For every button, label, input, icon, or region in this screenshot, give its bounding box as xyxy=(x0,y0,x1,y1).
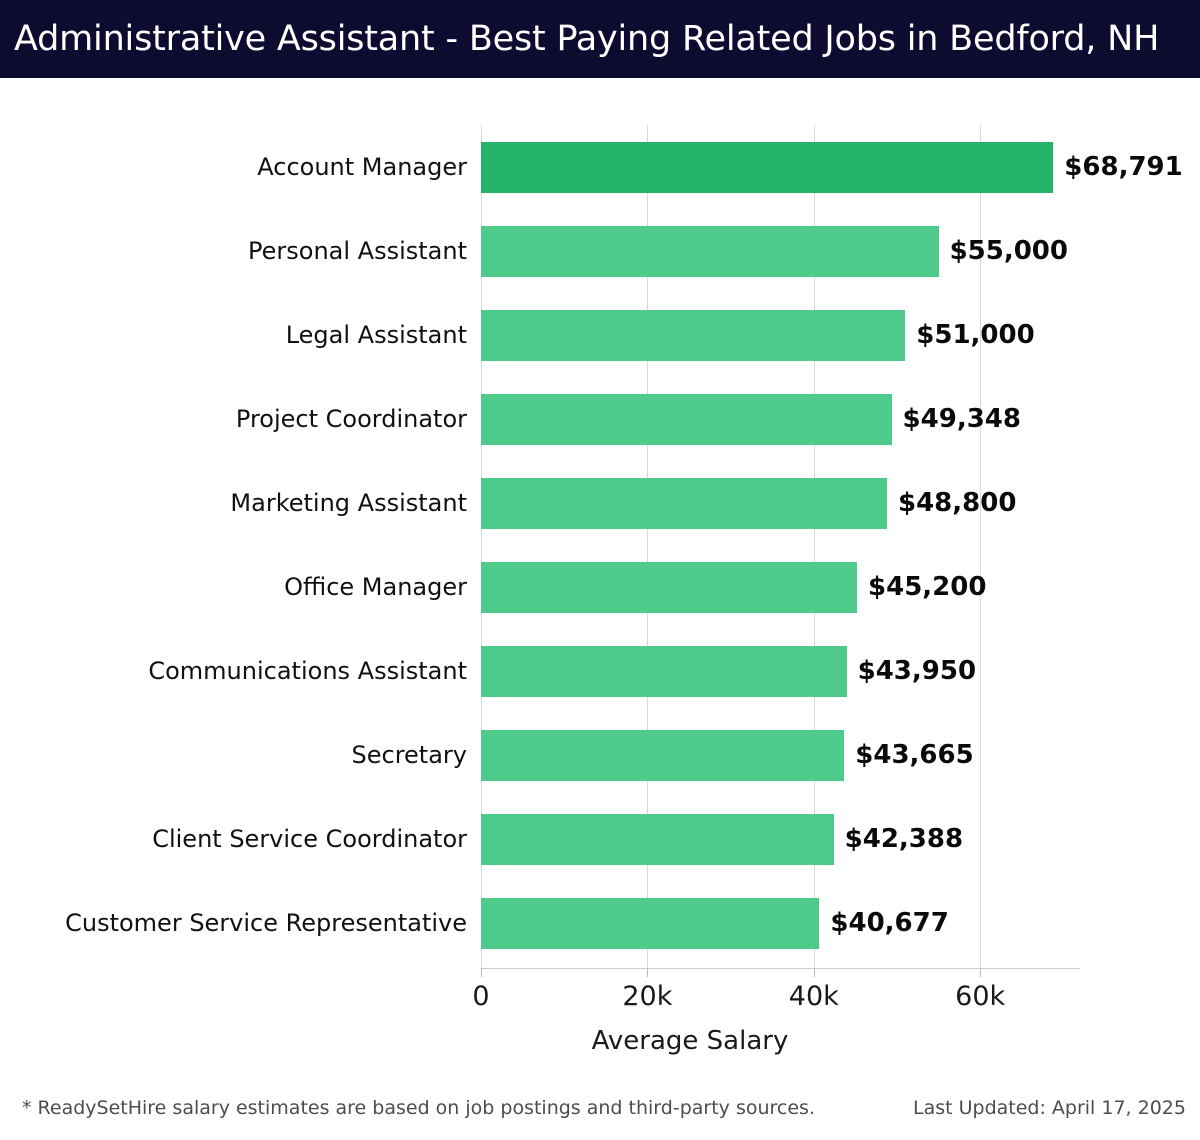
chart-title-bar: Administrative Assistant - Best Paying R… xyxy=(0,0,1200,78)
category-label: Account Manager xyxy=(257,153,467,181)
category-label: Project Coordinator xyxy=(235,405,467,433)
bar-value-label: $40,677 xyxy=(830,908,949,938)
bar-row[interactable]: Marketing Assistant $48,800 xyxy=(0,461,1200,545)
bar-value-label: $42,388 xyxy=(844,824,964,854)
x-tick-label-40k: 40k xyxy=(788,981,839,1012)
page-title: Administrative Assistant - Best Paying R… xyxy=(14,19,1160,59)
bar[interactable] xyxy=(481,142,1054,193)
bar-row[interactable]: Personal Assistant $55,000 xyxy=(0,209,1200,293)
category-label: Personal Assistant xyxy=(248,237,467,265)
bar[interactable] xyxy=(481,226,939,277)
bar[interactable] xyxy=(481,730,845,781)
category-label: Customer Service Representative xyxy=(65,909,467,937)
bar-value-label: $48,800 xyxy=(897,488,1017,518)
x-tick-mark-60k xyxy=(980,968,982,977)
category-label: Office Manager xyxy=(284,573,467,601)
bar[interactable] xyxy=(481,898,820,949)
x-tick-label-60k: 60k xyxy=(955,981,1006,1012)
bar-value-label: $51,000 xyxy=(916,320,1035,350)
footer-last-updated: Last Updated: April 17, 2025 xyxy=(912,1097,1186,1119)
bar[interactable] xyxy=(481,646,847,697)
bar-row[interactable]: Client Service Coordinator $42,388 xyxy=(0,797,1200,881)
bar-row[interactable]: Communications Assistant $43,950 xyxy=(0,629,1200,713)
category-label: Client Service Coordinator xyxy=(152,825,467,853)
x-tick-mark-0 xyxy=(481,968,482,977)
category-label: Secretary xyxy=(351,741,468,769)
gridline-40k xyxy=(813,125,815,968)
x-axis-label: Average Salary xyxy=(0,1026,1200,1056)
x-tick-label-20k: 20k xyxy=(622,981,673,1012)
chart-footer: * ReadySetHire salary estimates are base… xyxy=(0,1080,1200,1140)
x-axis-label-text: Average Salary xyxy=(591,1026,789,1056)
bar-value-label: $68,791 xyxy=(1064,152,1183,182)
chart-figure: 0 20k 40k 60k Account Manager $68,791 Persona… xyxy=(0,78,1200,1080)
bar[interactable] xyxy=(481,562,858,613)
bar-row[interactable]: Project Coordinator $49,348 xyxy=(0,377,1200,461)
category-label: Legal Assistant xyxy=(285,321,467,349)
bar-row[interactable]: Office Manager $45,200 xyxy=(0,545,1200,629)
bar[interactable] xyxy=(481,478,887,529)
x-tick-mark-20k xyxy=(647,968,649,977)
category-label: Marketing Assistant xyxy=(230,489,467,517)
bar-row[interactable]: Legal Assistant $51,000 xyxy=(0,293,1200,377)
bar[interactable] xyxy=(481,394,892,445)
x-tick-mark-40k xyxy=(813,968,815,977)
category-label: Communications Assistant xyxy=(148,657,467,685)
x-tick-label-0: 0 xyxy=(472,981,490,1012)
bar[interactable] xyxy=(481,310,906,361)
x-axis-line xyxy=(481,968,1080,969)
footer-disclaimer: * ReadySetHire salary estimates are base… xyxy=(22,1097,815,1119)
gridline-20k xyxy=(647,125,649,968)
bar-value-label: $55,000 xyxy=(949,236,1068,266)
bar-value-label: $49,348 xyxy=(902,404,1021,434)
gridline-0 xyxy=(481,125,482,968)
bar-row[interactable]: Customer Service Representative $40,677 xyxy=(0,881,1200,965)
bar-value-label: $43,665 xyxy=(855,740,974,770)
gridline-60k xyxy=(980,125,982,968)
bar[interactable] xyxy=(481,814,834,865)
bar-row[interactable]: Secretary $43,665 xyxy=(0,713,1200,797)
bar-value-label: $45,200 xyxy=(868,572,987,602)
bar-value-label: $43,950 xyxy=(857,656,977,686)
bar-row[interactable]: Account Manager $68,791 xyxy=(0,125,1200,209)
